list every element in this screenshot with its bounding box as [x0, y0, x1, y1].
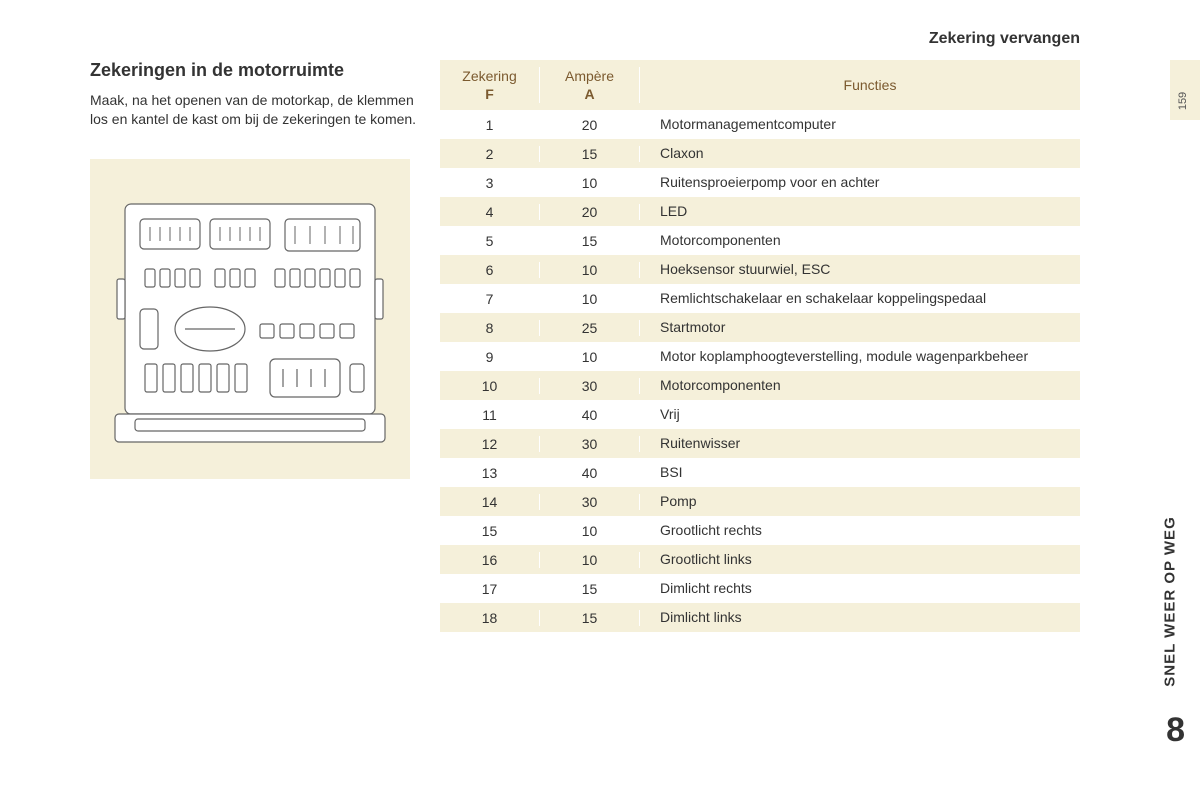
- table-row: 1340BSI: [440, 458, 1080, 487]
- cell-fuse: 7: [440, 291, 540, 307]
- table-row: 610Hoeksensor stuurwiel, ESC: [440, 255, 1080, 284]
- left-column: Zekeringen in de motorruimte Maak, na he…: [90, 60, 430, 479]
- table-row: 1230Ruitenwisser: [440, 429, 1080, 458]
- cell-fuse: 2: [440, 146, 540, 162]
- table-row: 1430Pomp: [440, 487, 1080, 516]
- cell-function: Motorcomponenten: [640, 373, 1080, 399]
- cell-amp: 10: [540, 523, 640, 539]
- table-row: 515Motorcomponenten: [440, 226, 1080, 255]
- cell-amp: 15: [540, 146, 640, 162]
- cell-function: Ruitensproeierpomp voor en achter: [640, 170, 1080, 196]
- table-header: Zekering F Ampère A Functies: [440, 60, 1080, 110]
- fusebox-diagram: [90, 159, 410, 479]
- table-row: 825Startmotor: [440, 313, 1080, 342]
- cell-fuse: 15: [440, 523, 540, 539]
- col-amp-header: Ampère A: [540, 67, 640, 103]
- cell-function: LED: [640, 199, 1080, 225]
- cell-function: Hoeksensor stuurwiel, ESC: [640, 257, 1080, 283]
- cell-fuse: 18: [440, 610, 540, 626]
- cell-amp: 20: [540, 117, 640, 133]
- table-row: 1140Vrij: [440, 400, 1080, 429]
- cell-fuse: 1: [440, 117, 540, 133]
- cell-amp: 10: [540, 552, 640, 568]
- tab-text: SNEL WEER OP WEG: [1161, 516, 1178, 686]
- table-row: 1030Motorcomponenten: [440, 371, 1080, 400]
- col-fuse-header: Zekering F: [440, 67, 540, 103]
- cell-fuse: 11: [440, 407, 540, 423]
- table-row: 120Motormanagementcomputer: [440, 110, 1080, 139]
- table-row: 710Remlichtschakelaar en schakelaar kopp…: [440, 284, 1080, 313]
- table-row: 1715Dimlicht rechts: [440, 574, 1080, 603]
- table-body: 120Motormanagementcomputer215Claxon310Ru…: [440, 110, 1080, 632]
- cell-function: Motor koplamphoogteverstelling, module w…: [640, 344, 1080, 370]
- cell-fuse: 5: [440, 233, 540, 249]
- cell-function: Grootlicht rechts: [640, 518, 1080, 544]
- cell-fuse: 14: [440, 494, 540, 510]
- cell-function: Grootlicht links: [640, 547, 1080, 573]
- cell-function: Startmotor: [640, 315, 1080, 341]
- cell-fuse: 8: [440, 320, 540, 336]
- side-tab: 159 SNEL WEER OP WEG 8: [1170, 0, 1200, 800]
- cell-amp: 25: [540, 320, 640, 336]
- cell-function: Pomp: [640, 489, 1080, 515]
- cell-amp: 10: [540, 349, 640, 365]
- cell-amp: 40: [540, 465, 640, 481]
- cell-amp: 10: [540, 262, 640, 278]
- page: Zekering vervangen Zekeringen in de moto…: [0, 0, 1200, 800]
- table-row: 420LED: [440, 197, 1080, 226]
- cell-amp: 30: [540, 378, 640, 394]
- table-row: 1610Grootlicht links: [440, 545, 1080, 574]
- cell-fuse: 4: [440, 204, 540, 220]
- cell-function: Motormanagementcomputer: [640, 112, 1080, 138]
- cell-amp: 40: [540, 407, 640, 423]
- col1-label: Zekering: [462, 68, 516, 84]
- table-row: 1815Dimlicht links: [440, 603, 1080, 632]
- main-heading: Zekeringen in de motorruimte: [90, 60, 430, 81]
- col2-sub: A: [540, 85, 639, 103]
- cell-fuse: 10: [440, 378, 540, 394]
- cell-amp: 10: [540, 175, 640, 191]
- page-number: 159: [1177, 92, 1189, 110]
- col-function-header: Functies: [640, 77, 1080, 93]
- cell-fuse: 3: [440, 175, 540, 191]
- cell-amp: 10: [540, 291, 640, 307]
- chapter-number: 8: [1166, 711, 1185, 750]
- intro-text: Maak, na het openen van de motorkap, de …: [90, 91, 430, 129]
- cell-amp: 30: [540, 436, 640, 452]
- table-row: 310Ruitensproeierpomp voor en achter: [440, 168, 1080, 197]
- cell-function: BSI: [640, 460, 1080, 486]
- fuse-table: Zekering F Ampère A Functies 120Motorman…: [440, 60, 1080, 632]
- cell-amp: 15: [540, 581, 640, 597]
- cell-function: Vrij: [640, 402, 1080, 428]
- cell-function: Dimlicht rechts: [640, 576, 1080, 602]
- cell-function: Claxon: [640, 141, 1080, 167]
- table-row: 1510Grootlicht rechts: [440, 516, 1080, 545]
- cell-function: Dimlicht links: [640, 605, 1080, 631]
- fusebox-svg: [105, 179, 395, 459]
- col2-label: Ampère: [565, 68, 614, 84]
- cell-amp: 30: [540, 494, 640, 510]
- cell-fuse: 9: [440, 349, 540, 365]
- col1-sub: F: [440, 85, 539, 103]
- cell-function: Remlichtschakelaar en schakelaar koppeli…: [640, 286, 1080, 312]
- table-row: 910Motor koplamphoogteverstelling, modul…: [440, 342, 1080, 371]
- cell-fuse: 6: [440, 262, 540, 278]
- tab-block: [1170, 60, 1200, 120]
- cell-fuse: 12: [440, 436, 540, 452]
- cell-amp: 15: [540, 610, 640, 626]
- cell-amp: 20: [540, 204, 640, 220]
- section-title: Zekering vervangen: [929, 30, 1080, 48]
- cell-fuse: 16: [440, 552, 540, 568]
- cell-fuse: 17: [440, 581, 540, 597]
- table-row: 215Claxon: [440, 139, 1080, 168]
- cell-amp: 15: [540, 233, 640, 249]
- cell-function: Motorcomponenten: [640, 228, 1080, 254]
- cell-function: Ruitenwisser: [640, 431, 1080, 457]
- cell-fuse: 13: [440, 465, 540, 481]
